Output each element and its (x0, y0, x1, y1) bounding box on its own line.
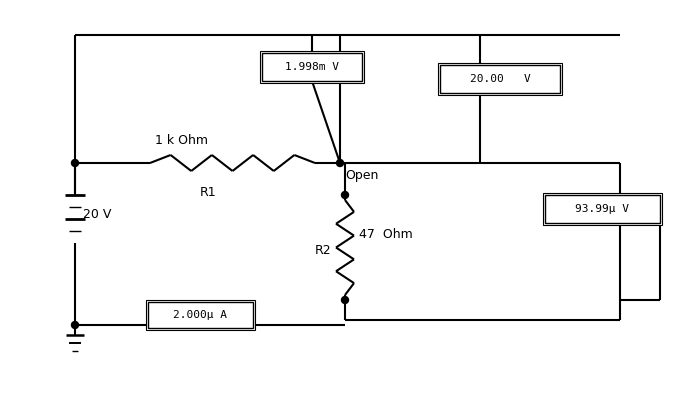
Text: 93.99μ V: 93.99μ V (575, 204, 630, 214)
Text: 1 k Ohm: 1 k Ohm (155, 135, 208, 148)
Bar (146, 300, 255, 330)
Circle shape (71, 321, 79, 329)
Text: 2.000μ A: 2.000μ A (173, 310, 227, 320)
Text: 20 V: 20 V (83, 209, 112, 222)
Circle shape (342, 191, 349, 199)
Circle shape (71, 160, 79, 166)
Bar (543, 193, 662, 225)
Bar (148, 302, 253, 328)
Bar (545, 195, 660, 223)
Text: R2: R2 (315, 244, 332, 257)
Bar (262, 53, 362, 81)
Text: Open: Open (345, 168, 378, 181)
Text: R1: R1 (200, 186, 216, 199)
Bar (440, 65, 560, 93)
Text: 1.998m V: 1.998m V (285, 62, 339, 72)
Circle shape (336, 160, 343, 166)
Bar (260, 51, 364, 83)
Text: 47  Ohm: 47 Ohm (359, 229, 413, 242)
Bar (438, 63, 562, 95)
Circle shape (342, 296, 349, 303)
Text: 20.00   V: 20.00 V (470, 74, 530, 84)
